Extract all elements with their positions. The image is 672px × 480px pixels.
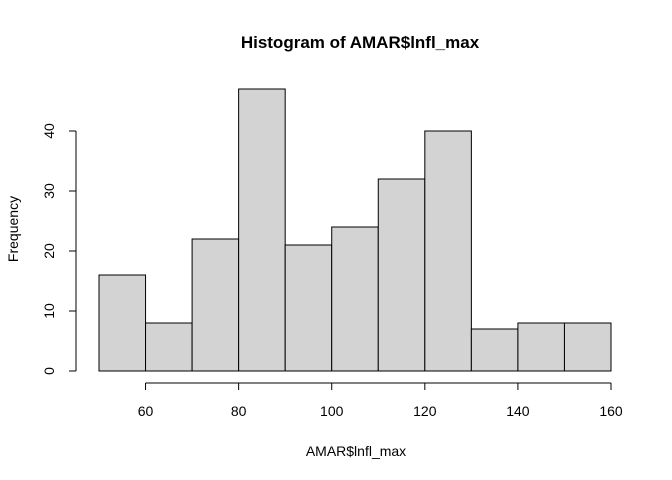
histogram-bar-2 bbox=[145, 322, 193, 372]
bars-group bbox=[98, 88, 612, 372]
histogram-bar-3 bbox=[191, 238, 240, 372]
x-tick-label: 100 bbox=[320, 403, 344, 419]
x-axis: 60 80 100 120 140 160 bbox=[138, 382, 623, 419]
chart-title: Histogram of AMAR$lnfl_max bbox=[241, 33, 480, 52]
y-tick-label: 30 bbox=[41, 183, 57, 199]
histogram-bar-10 bbox=[517, 322, 565, 372]
x-axis-label: AMAR$lnfl_max bbox=[306, 443, 406, 459]
histogram-bar-7 bbox=[377, 178, 426, 372]
histogram-bar-5 bbox=[284, 244, 333, 372]
histogram-bar-1 bbox=[98, 274, 147, 372]
y-tick-label: 10 bbox=[41, 303, 57, 319]
histogram-bar-8 bbox=[424, 130, 472, 372]
y-tick-label: 40 bbox=[41, 123, 57, 139]
histogram-bar-11 bbox=[563, 322, 612, 372]
y-axis: 0 10 20 30 40 bbox=[41, 123, 77, 375]
histogram-bar-9 bbox=[470, 328, 519, 372]
y-tick-label: 0 bbox=[41, 367, 57, 375]
y-axis-label: Frequency bbox=[5, 196, 21, 262]
x-tick-label: 80 bbox=[231, 403, 247, 419]
y-tick-label: 20 bbox=[41, 243, 57, 259]
x-tick-label: 120 bbox=[413, 403, 437, 419]
x-tick-label: 60 bbox=[138, 403, 154, 419]
histogram-bar-6 bbox=[331, 226, 379, 372]
x-tick-label: 140 bbox=[506, 403, 530, 419]
x-tick-label: 160 bbox=[599, 403, 623, 419]
histogram-bar-4 bbox=[238, 88, 286, 372]
